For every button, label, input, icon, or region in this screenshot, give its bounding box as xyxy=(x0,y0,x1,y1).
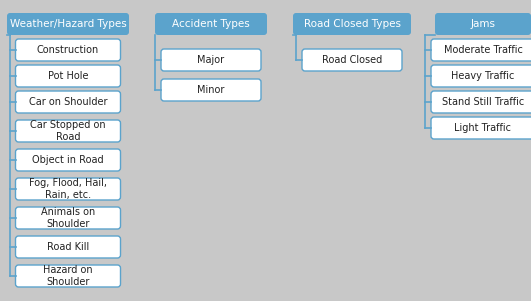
FancyBboxPatch shape xyxy=(15,149,121,171)
FancyBboxPatch shape xyxy=(431,117,531,139)
FancyBboxPatch shape xyxy=(293,13,411,35)
FancyBboxPatch shape xyxy=(302,49,402,71)
Text: Moderate Traffic: Moderate Traffic xyxy=(443,45,523,55)
Text: Minor: Minor xyxy=(198,85,225,95)
FancyBboxPatch shape xyxy=(15,265,121,287)
FancyBboxPatch shape xyxy=(15,236,121,258)
FancyBboxPatch shape xyxy=(15,178,121,200)
FancyBboxPatch shape xyxy=(161,79,261,101)
Text: Light Traffic: Light Traffic xyxy=(455,123,511,133)
FancyBboxPatch shape xyxy=(431,91,531,113)
Text: Road Kill: Road Kill xyxy=(47,242,89,252)
Text: Car on Shoulder: Car on Shoulder xyxy=(29,97,107,107)
Text: Weather/Hazard Types: Weather/Hazard Types xyxy=(10,19,126,29)
FancyBboxPatch shape xyxy=(435,13,531,35)
Text: Road Closed Types: Road Closed Types xyxy=(304,19,400,29)
FancyBboxPatch shape xyxy=(7,13,129,35)
Text: Major: Major xyxy=(198,55,225,65)
FancyBboxPatch shape xyxy=(15,91,121,113)
FancyBboxPatch shape xyxy=(15,65,121,87)
FancyBboxPatch shape xyxy=(431,39,531,61)
FancyBboxPatch shape xyxy=(431,65,531,87)
Text: Stand Still Traffic: Stand Still Traffic xyxy=(442,97,524,107)
Text: Animals on
Shoulder: Animals on Shoulder xyxy=(41,207,95,229)
FancyBboxPatch shape xyxy=(15,39,121,61)
Text: Jams: Jams xyxy=(470,19,495,29)
Text: Heavy Traffic: Heavy Traffic xyxy=(451,71,515,81)
Text: Construction: Construction xyxy=(37,45,99,55)
Text: Fog, Flood, Hail,
Rain, etc.: Fog, Flood, Hail, Rain, etc. xyxy=(29,178,107,200)
FancyBboxPatch shape xyxy=(155,13,267,35)
Text: Object in Road: Object in Road xyxy=(32,155,104,165)
Text: Accident Types: Accident Types xyxy=(172,19,250,29)
FancyBboxPatch shape xyxy=(161,49,261,71)
Text: Car Stopped on
Road: Car Stopped on Road xyxy=(30,120,106,142)
Text: Pot Hole: Pot Hole xyxy=(48,71,88,81)
Text: Road Closed: Road Closed xyxy=(322,55,382,65)
FancyBboxPatch shape xyxy=(15,207,121,229)
Text: Hazard on
Shoulder: Hazard on Shoulder xyxy=(43,265,93,287)
FancyBboxPatch shape xyxy=(15,120,121,142)
